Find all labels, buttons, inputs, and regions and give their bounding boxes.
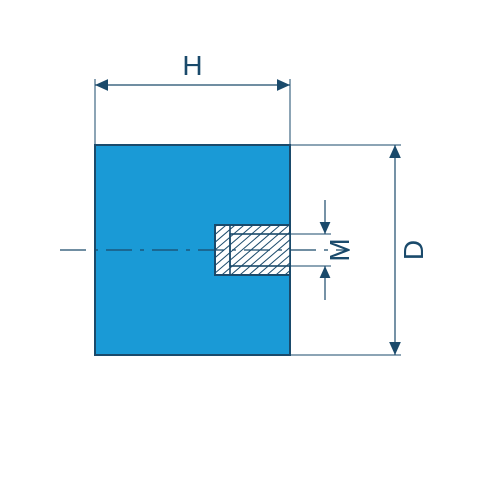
dim-label-H: H — [182, 50, 202, 81]
dim-label-M: M — [324, 238, 355, 261]
dim-label-D: D — [398, 240, 429, 260]
technical-drawing: H D M — [0, 0, 500, 500]
